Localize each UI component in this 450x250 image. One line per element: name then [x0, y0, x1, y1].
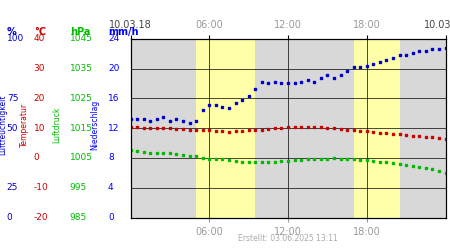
- Text: 1025: 1025: [70, 94, 93, 103]
- Text: 8: 8: [108, 154, 114, 162]
- Text: 40: 40: [34, 34, 45, 43]
- Text: 50: 50: [7, 124, 18, 132]
- Text: °C: °C: [34, 27, 46, 37]
- Text: 10: 10: [34, 124, 45, 132]
- Text: 0: 0: [108, 213, 114, 222]
- Text: Temperatur: Temperatur: [20, 103, 29, 147]
- Text: hPa: hPa: [70, 27, 90, 37]
- Text: 20: 20: [108, 64, 119, 73]
- Text: Erstellt: 03.06.2025 13:11: Erstellt: 03.06.2025 13:11: [238, 234, 338, 242]
- Text: -10: -10: [34, 183, 49, 192]
- Text: %: %: [7, 27, 17, 37]
- Text: mm/h: mm/h: [108, 27, 139, 37]
- Text: Luftdruck: Luftdruck: [52, 107, 61, 143]
- Bar: [354, 39, 400, 218]
- Text: -20: -20: [34, 213, 49, 222]
- Text: Luftfeuchtigkeit: Luftfeuchtigkeit: [0, 95, 7, 155]
- Text: 100: 100: [7, 34, 24, 43]
- Text: 1005: 1005: [70, 154, 93, 162]
- Text: 75: 75: [7, 94, 18, 103]
- Text: 30: 30: [34, 64, 45, 73]
- Text: Niederschlag: Niederschlag: [90, 100, 99, 150]
- Text: 995: 995: [70, 183, 87, 192]
- Text: 1015: 1015: [70, 124, 93, 132]
- Text: 0: 0: [7, 213, 13, 222]
- Text: 24: 24: [108, 34, 119, 43]
- Text: 12: 12: [108, 124, 119, 132]
- Bar: [196, 39, 255, 218]
- Text: 20: 20: [34, 94, 45, 103]
- Text: 1045: 1045: [70, 34, 93, 43]
- Text: 0: 0: [34, 154, 40, 162]
- Text: 985: 985: [70, 213, 87, 222]
- Text: 16: 16: [108, 94, 120, 103]
- Text: 4: 4: [108, 183, 113, 192]
- Text: 1035: 1035: [70, 64, 93, 73]
- Text: 25: 25: [7, 183, 18, 192]
